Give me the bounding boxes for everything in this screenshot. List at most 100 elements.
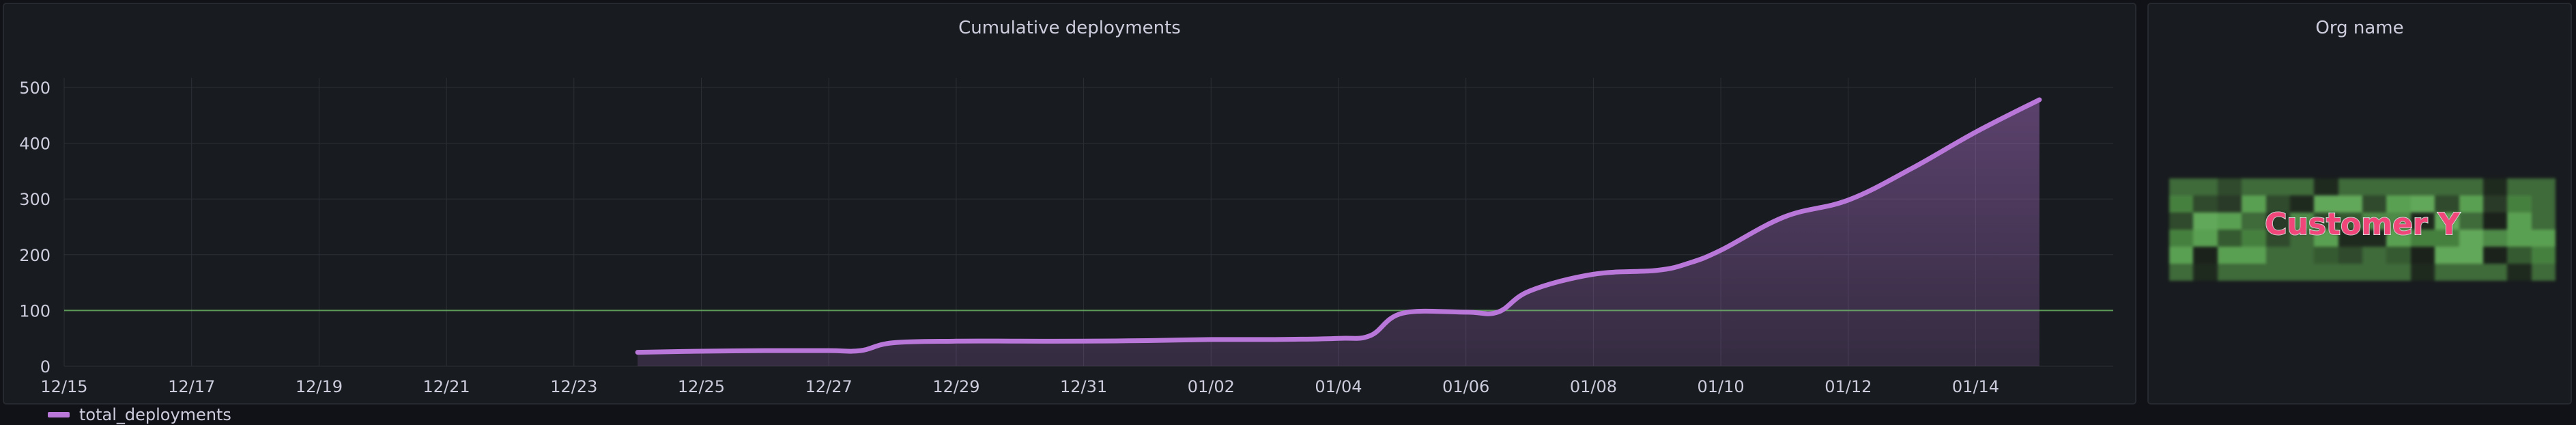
- mosaic-cell: [2410, 178, 2435, 195]
- org-value-area: Customer Y: [2149, 4, 2571, 403]
- mosaic-cell: [2338, 195, 2362, 212]
- data-point[interactable]: [891, 341, 895, 345]
- mosaic-cell: [2265, 178, 2290, 195]
- mosaic-cell: [2362, 230, 2387, 247]
- legend-swatch: [48, 412, 70, 417]
- data-point[interactable]: [1591, 272, 1595, 276]
- mosaic-cell: [2338, 230, 2362, 247]
- mosaic-cell: [2507, 247, 2532, 264]
- data-point[interactable]: [1336, 336, 1341, 340]
- mosaic-cell: [2507, 212, 2532, 230]
- series-line-total-deployments[interactable]: [635, 97, 2042, 355]
- mosaic-cell: [2459, 212, 2483, 230]
- mosaic-cell: [2482, 264, 2508, 281]
- mosaic-cell: [2193, 230, 2218, 247]
- x-tick-label: 12/21: [423, 377, 470, 396]
- mosaic-cell: [2314, 178, 2338, 195]
- data-point[interactable]: [1495, 310, 1500, 314]
- mosaic-cell: [2386, 264, 2411, 281]
- mosaic-cell: [2314, 212, 2338, 230]
- data-point[interactable]: [700, 349, 704, 353]
- y-tick-label: 100: [19, 301, 51, 320]
- mosaic-cell: [2193, 178, 2218, 195]
- mosaic-cell: [2507, 264, 2532, 281]
- mosaic-cell: [2362, 247, 2387, 264]
- mosaic-cell: [2482, 212, 2508, 230]
- org-name-panel[interactable]: Org name Customer Y: [2147, 3, 2572, 405]
- mosaic-cell: [2482, 178, 2508, 195]
- y-tick-label: 300: [19, 190, 51, 209]
- data-point[interactable]: [1273, 338, 1277, 342]
- data-point[interactable]: [635, 351, 640, 355]
- cumulative-deployments-panel[interactable]: Cumulative deployments 0 100 200 300 400 500 1…: [3, 3, 2136, 405]
- mosaic-cell: [2265, 247, 2290, 264]
- x-tick-label: 01/06: [1442, 377, 1489, 396]
- data-point[interactable]: [1655, 269, 1659, 273]
- mosaic-cell: [2507, 195, 2532, 212]
- data-point[interactable]: [1974, 130, 1978, 134]
- data-point[interactable]: [859, 348, 863, 353]
- mosaic-cell: [2338, 264, 2362, 281]
- mosaic-cell: [2362, 178, 2387, 195]
- x-tick-label: 12/15: [40, 377, 87, 396]
- data-point[interactable]: [954, 339, 958, 343]
- mosaic-cell: [2435, 212, 2459, 230]
- mosaic-cell: [2169, 195, 2194, 212]
- x-tick-label: 12/31: [1060, 377, 1107, 396]
- data-point[interactable]: [1082, 339, 1086, 343]
- data-point[interactable]: [1369, 333, 1373, 338]
- data-point[interactable]: [1018, 339, 1022, 343]
- mosaic-cell: [2386, 212, 2411, 230]
- x-tick-label: 01/12: [1824, 377, 1872, 396]
- mosaic-cell: [2410, 247, 2435, 264]
- series-area: [638, 99, 2040, 366]
- legend-label[interactable]: total_deployments: [79, 405, 231, 424]
- mosaic-cell: [2362, 195, 2387, 212]
- data-point[interactable]: [1528, 289, 1532, 293]
- data-point[interactable]: [1719, 248, 1723, 252]
- x-tick-label: 12/29: [932, 377, 979, 396]
- mosaic-cell: [2531, 230, 2556, 247]
- x-tick-label: 12/23: [550, 377, 597, 396]
- mosaic-cell: [2410, 264, 2435, 281]
- data-point[interactable]: [1846, 198, 1850, 202]
- x-tick-label: 12/17: [168, 377, 215, 396]
- data-point[interactable]: [2037, 98, 2042, 102]
- x-tick-label: 12/19: [296, 377, 343, 396]
- mosaic-cell: [2386, 230, 2411, 247]
- data-point[interactable]: [827, 348, 831, 353]
- mosaic-cell: [2386, 178, 2411, 195]
- mosaic-cell: [2265, 195, 2290, 212]
- mosaic-cell: [2217, 247, 2242, 264]
- org-panel-title[interactable]: Org name: [2315, 18, 2404, 38]
- data-point[interactable]: [1687, 261, 1691, 265]
- chart-panel-title[interactable]: Cumulative deployments: [958, 18, 1181, 38]
- mosaic-cell: [2386, 195, 2411, 212]
- mosaic-cell: [2289, 195, 2315, 212]
- data-point[interactable]: [1209, 338, 1213, 342]
- data-point[interactable]: [763, 348, 767, 353]
- data-point[interactable]: [1400, 311, 1404, 315]
- mosaic-cell: [2289, 212, 2315, 230]
- mosaic-cell: [2169, 264, 2194, 281]
- data-point[interactable]: [1464, 310, 1468, 314]
- mosaic-cell: [2435, 264, 2459, 281]
- data-point[interactable]: [1782, 215, 1786, 219]
- mosaic-cell: [2314, 247, 2338, 264]
- mosaic-cell: [2242, 264, 2266, 281]
- mosaic-cell: [2386, 247, 2411, 264]
- mosaic-cell: [2435, 195, 2459, 212]
- mosaic-cell: [2459, 178, 2483, 195]
- mosaic-cell: [2217, 178, 2242, 195]
- data-point[interactable]: [1910, 166, 1914, 170]
- mosaic-cell: [2507, 230, 2532, 247]
- mosaic-cell: [2507, 178, 2532, 195]
- mosaic-cell: [2459, 230, 2483, 247]
- mosaic-cell: [2242, 247, 2266, 264]
- mosaic-cell: [2242, 230, 2266, 247]
- mosaic-cell: [2169, 212, 2194, 230]
- chart-legend[interactable]: total_deployments: [48, 405, 231, 425]
- mosaic-cell: [2338, 247, 2362, 264]
- data-point[interactable]: [1145, 338, 1149, 342]
- mosaic-cell: [2410, 230, 2435, 247]
